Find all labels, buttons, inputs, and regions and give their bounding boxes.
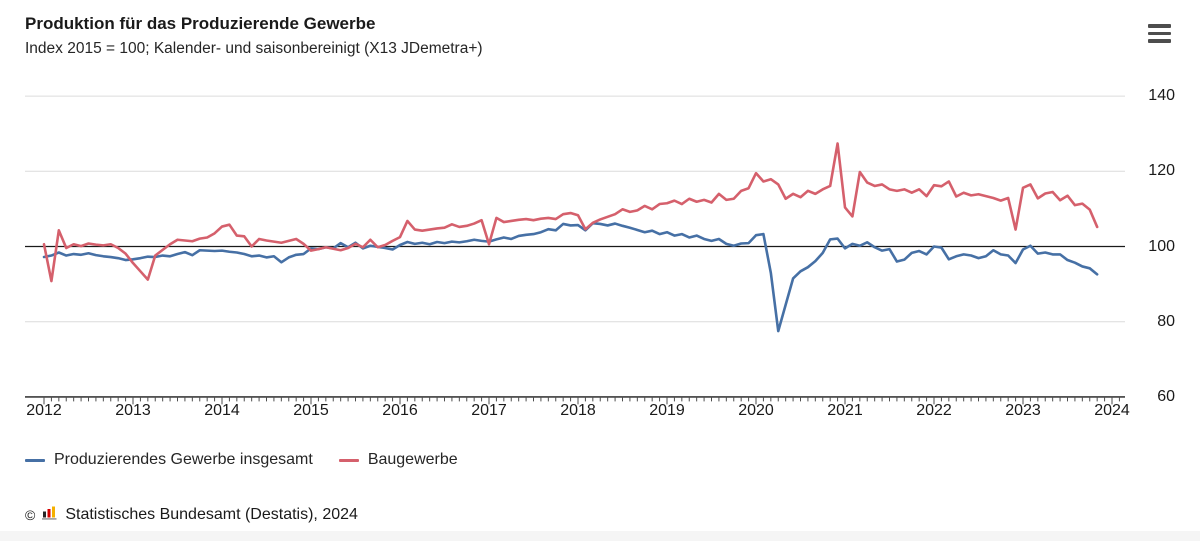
legend-item-baugewerbe[interactable]: Baugewerbe	[338, 451, 458, 469]
x-axis-label: 2014	[204, 402, 240, 419]
x-axis-label: 2021	[827, 402, 863, 419]
x-axis-label: 2013	[115, 402, 151, 419]
legend-label: Produzierendes Gewerbe insgesamt	[54, 451, 313, 468]
blue-line-swatch-icon	[25, 458, 45, 462]
chart-legend: Produzierendes Gewerbe insgesamt Baugewe…	[25, 451, 458, 469]
x-axis-label: 2023	[1005, 402, 1041, 419]
page-title: Produktion für das Produzierende Gewerbe	[25, 14, 376, 33]
y-axis-label: 120	[1148, 162, 1175, 180]
x-axis-label: 2015	[293, 402, 329, 419]
copyright-symbol: ©	[25, 507, 36, 523]
source-text: Statistisches Bundesamt (Destatis), 2024	[65, 506, 358, 523]
red-line-swatch-icon	[338, 458, 359, 462]
series-line	[42, 221, 1099, 333]
legend-item-produzierendes-gewerbe[interactable]: Produzierendes Gewerbe insgesamt	[25, 451, 313, 469]
y-axis-label: 140	[1148, 87, 1175, 105]
x-axis-label: 2012	[26, 402, 62, 419]
menu-bar	[1148, 39, 1171, 43]
x-axis-label: 2024	[1094, 402, 1130, 419]
x-axis-label: 2020	[738, 402, 774, 419]
series-line	[42, 142, 1099, 283]
x-axis-label: 2022	[916, 402, 952, 419]
x-axis-label: 2016	[382, 402, 418, 419]
hamburger-menu-icon[interactable]	[1148, 24, 1171, 43]
y-axis-label: 80	[1157, 312, 1175, 330]
menu-bar	[1148, 24, 1171, 28]
y-axis-label: 100	[1148, 237, 1175, 255]
menu-bar	[1148, 31, 1171, 35]
bottom-edge-strip	[0, 531, 1200, 541]
x-axis-label: 2019	[649, 402, 685, 419]
destatis-logo-icon	[42, 504, 58, 526]
y-axis-label: 60	[1157, 387, 1175, 405]
chart-subtitle: Index 2015 = 100; Kalender- und saisonbe…	[25, 40, 483, 57]
x-axis-label: 2018	[560, 402, 596, 419]
x-axis-label: 2017	[471, 402, 507, 419]
legend-label: Baugewerbe	[367, 451, 458, 468]
source-attribution: © Statistisches Bundesamt (Destatis), 20…	[25, 504, 358, 526]
